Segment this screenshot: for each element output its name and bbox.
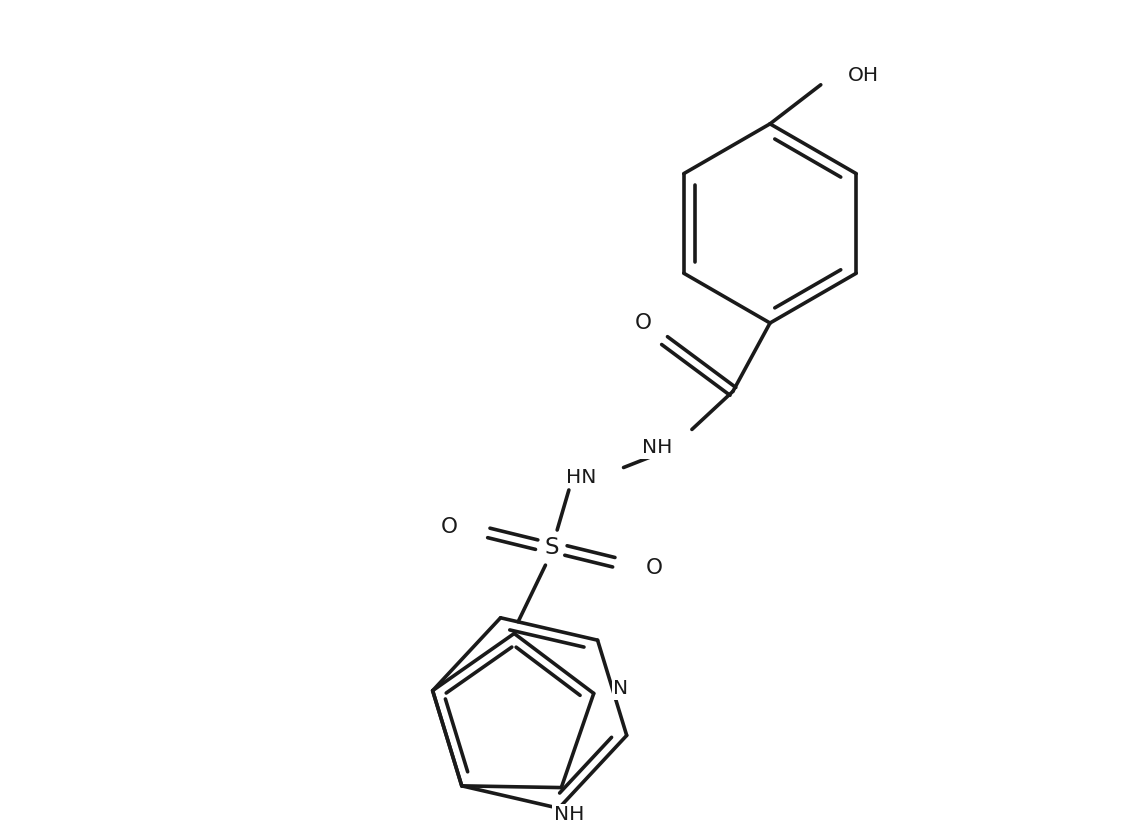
Text: O: O [440,517,457,537]
Text: S: S [544,536,558,559]
Text: NH: NH [554,805,584,824]
Text: O: O [645,558,662,578]
Text: O: O [635,313,652,333]
Text: NH: NH [642,439,672,458]
Text: OH: OH [848,65,879,84]
Text: HN: HN [566,468,597,487]
Text: N: N [614,679,628,698]
